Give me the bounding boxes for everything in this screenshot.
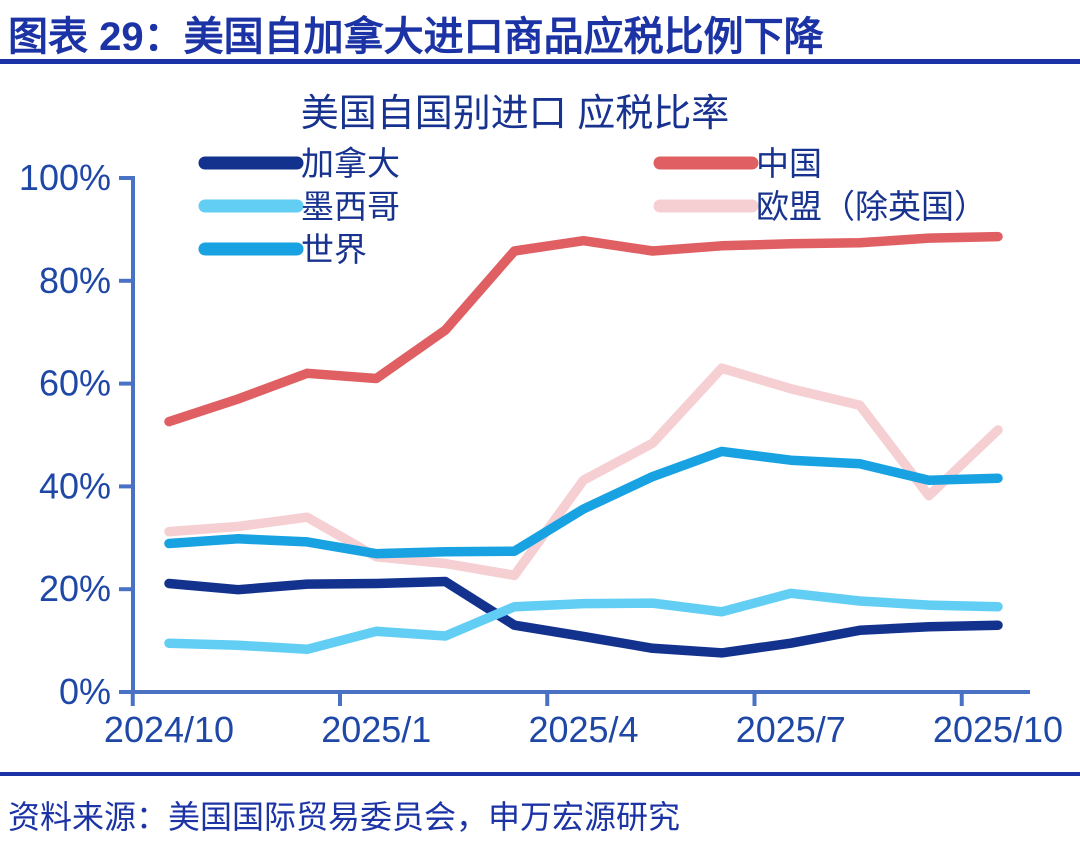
x-tick-label: 2025/10 [933, 709, 1063, 750]
series-line-china [164, 231, 1003, 427]
x-tick-label: 2025/7 [736, 709, 846, 750]
x-tick-label: 2025/4 [528, 709, 638, 750]
y-tick-label: 80% [39, 260, 111, 301]
x-tick-label: 2025/1 [321, 709, 431, 750]
series-line-canada [164, 576, 1003, 658]
series-line-mexico [164, 588, 1003, 655]
y-tick-label: 0% [59, 671, 111, 712]
legend-label-china: 中国 [756, 145, 822, 182]
legend-label-mexico: 墨西哥 [301, 188, 400, 225]
legend-label-canada: 加拿大 [301, 145, 400, 182]
series-line-eu [164, 363, 1003, 581]
y-tick-label: 20% [39, 568, 111, 609]
source-note: 资料来源：美国国际贸易委员会，申万宏源研究 [8, 799, 681, 835]
page-title: 图表 29：美国自加拿大进口商品应税比例下降 [8, 15, 824, 59]
y-tick-label: 60% [39, 363, 111, 404]
footer-divider [0, 772, 1080, 776]
header-divider [0, 59, 1080, 64]
y-tick-label: 100% [19, 157, 111, 198]
y-tick-label: 40% [39, 465, 111, 506]
chart-title: 美国自国别进口 应税比率 [301, 93, 730, 135]
x-tick-label: 2024/10 [104, 709, 234, 750]
series-line-world [164, 446, 1003, 559]
legend-label-eu: 欧盟（除英国） [756, 188, 987, 225]
legend-label-world: 世界 [301, 231, 367, 268]
